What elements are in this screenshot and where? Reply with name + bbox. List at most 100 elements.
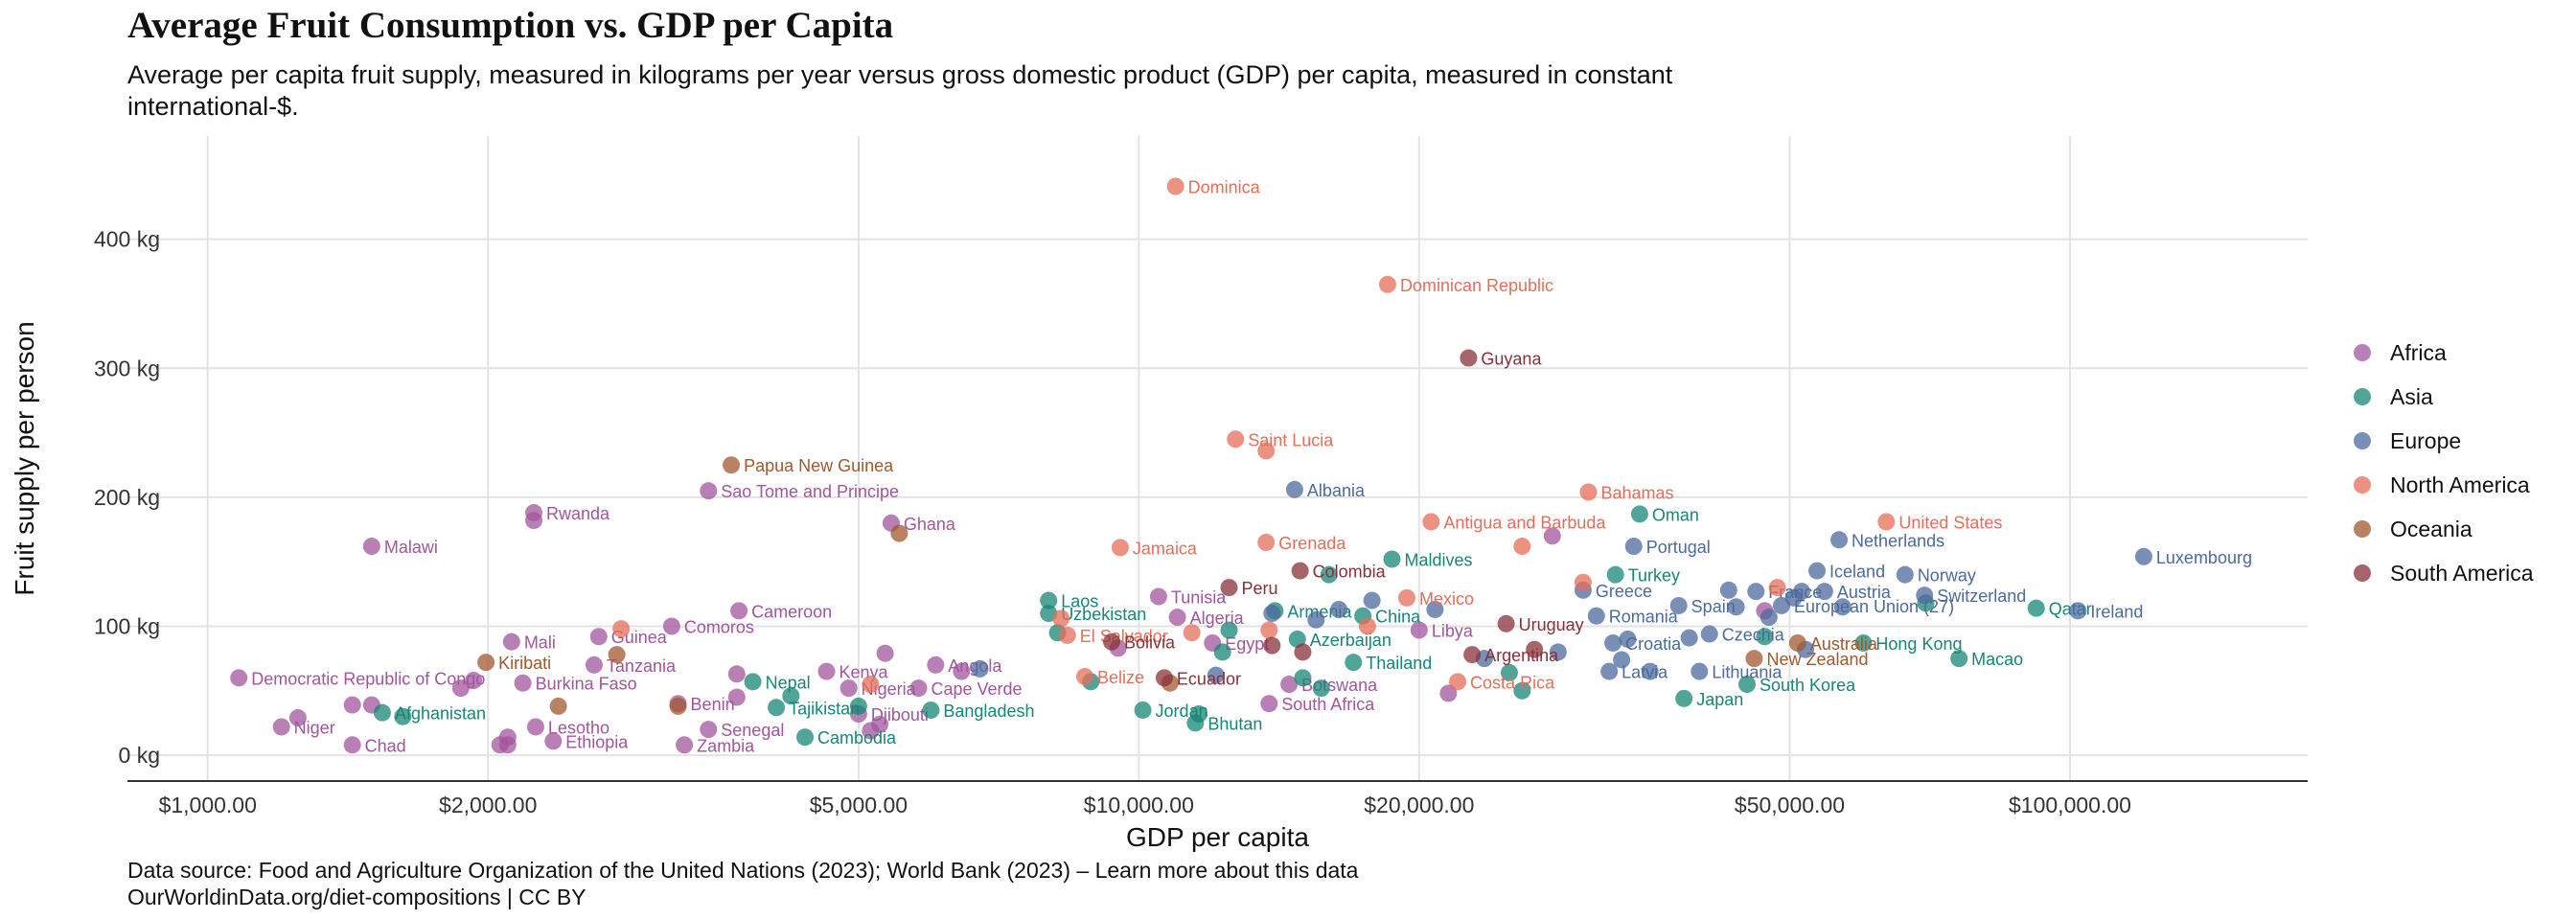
data-point xyxy=(1624,538,1643,556)
legend: Africa Asia Europe North America Oceania Sout… xyxy=(2354,331,2534,595)
point-label: Bolivia xyxy=(1124,633,1176,653)
point-label: Kenya xyxy=(840,663,889,682)
legend-item[interactable]: South America xyxy=(2354,551,2534,595)
point-label: Bangladesh xyxy=(943,702,1034,721)
data-point xyxy=(817,662,836,680)
data-point xyxy=(343,696,361,714)
legend-label: Asia xyxy=(2390,383,2433,409)
data-point xyxy=(1439,684,1458,702)
source-line[interactable]: Data source: Food and Agriculture Organi… xyxy=(127,858,1359,883)
data-point xyxy=(1383,550,1401,568)
data-point xyxy=(502,632,520,651)
x-tick-label: $20,000.00 xyxy=(1364,793,1474,817)
data-point xyxy=(1183,624,1201,642)
point-label: Ghana xyxy=(904,515,956,534)
point-label: Botswana xyxy=(1301,676,1378,695)
x-tick-label: $10,000.00 xyxy=(1084,793,1194,817)
x-tick-label: $5,000.00 xyxy=(810,793,908,817)
license-line[interactable]: OurWorldinData.org/diet-compositions | C… xyxy=(127,885,586,909)
data-point xyxy=(782,687,800,705)
data-point xyxy=(1680,629,1698,647)
data-point xyxy=(1669,596,1688,614)
point-label: Switzerland xyxy=(1937,586,2026,606)
legend-marker xyxy=(2354,388,2371,405)
data-point xyxy=(589,628,608,646)
x-tick-label: $1,000.00 xyxy=(159,793,257,817)
point-label: Croatia xyxy=(1625,634,1682,654)
data-point xyxy=(343,736,361,754)
data-point xyxy=(1263,605,1281,623)
data-point xyxy=(394,707,412,725)
data-point xyxy=(1358,617,1376,635)
point-label: Maldives xyxy=(1404,550,1472,569)
legend-item[interactable]: Africa xyxy=(2354,331,2534,375)
data-point xyxy=(1463,646,1482,664)
y-tick-label: 0 kg xyxy=(119,743,160,768)
data-point xyxy=(1727,598,1745,616)
data-point xyxy=(1263,636,1281,655)
point-label: Guyana xyxy=(1481,350,1542,369)
data-point xyxy=(953,662,971,680)
legend-item[interactable]: Europe xyxy=(2354,419,2534,463)
data-point xyxy=(909,679,928,698)
point-label: China xyxy=(1375,608,1421,627)
data-point xyxy=(585,656,603,674)
data-point xyxy=(1312,679,1330,698)
point-label: Lesotho xyxy=(548,718,610,737)
data-point xyxy=(1460,349,1478,367)
data-point xyxy=(1896,565,1914,584)
data-point xyxy=(1166,177,1184,196)
data-point xyxy=(1950,650,1968,668)
point-label: Luxembourg xyxy=(2156,548,2252,567)
point-label: Uruguay xyxy=(1519,615,1584,634)
point-label: Ethiopia xyxy=(565,732,629,751)
legend-item[interactable]: Oceania xyxy=(2354,507,2534,551)
data-point xyxy=(1220,579,1238,597)
data-point xyxy=(1760,609,1778,627)
data-point xyxy=(1260,695,1278,713)
x-tick-label: $100,000.00 xyxy=(2009,793,2131,817)
point-label: Turkey xyxy=(1628,566,1680,586)
data-point xyxy=(1257,533,1276,551)
point-label: Thailand xyxy=(1366,654,1432,673)
legend-item[interactable]: North America xyxy=(2354,463,2534,507)
point-label: European Union (27) xyxy=(1794,597,1954,616)
x-tick-label: $2,000.00 xyxy=(439,793,537,817)
data-point xyxy=(1700,625,1718,643)
point-label: Cambodia xyxy=(817,728,897,748)
data-point xyxy=(1641,662,1659,680)
point-label: South Korea xyxy=(1760,676,1856,695)
point-label: Mexico xyxy=(1419,589,1474,609)
point-label: Spain xyxy=(1691,597,1736,616)
data-point xyxy=(1719,581,1737,599)
data-point xyxy=(1330,600,1348,618)
point-label: Japan xyxy=(1696,690,1743,709)
legend-marker xyxy=(2354,432,2371,449)
data-point xyxy=(612,620,631,638)
data-point xyxy=(1916,586,1934,605)
data-point xyxy=(1675,689,1693,707)
data-point xyxy=(1808,562,1827,580)
point-label: Oman xyxy=(1652,505,1699,524)
data-point xyxy=(362,538,380,556)
point-label: Albania xyxy=(1307,481,1366,500)
data-point xyxy=(1294,669,1312,687)
point-label: Iceland xyxy=(1829,563,1885,582)
point-label: Australia xyxy=(1810,634,1878,654)
data-point xyxy=(796,728,815,747)
point-label: New Zealand xyxy=(1766,650,1868,669)
legend-marker xyxy=(2354,344,2371,361)
data-point xyxy=(1155,669,1173,687)
data-point xyxy=(1307,610,1325,629)
data-point xyxy=(526,718,544,736)
data-point xyxy=(849,697,867,715)
point-label: Sao Tome and Principe xyxy=(721,482,899,501)
data-point xyxy=(1213,643,1231,661)
legend-label: Oceania xyxy=(2390,516,2472,541)
point-label: Belize xyxy=(1097,668,1144,687)
data-point xyxy=(669,697,687,715)
point-label: United States xyxy=(1898,513,2002,532)
data-point xyxy=(1345,654,1363,672)
legend-item[interactable]: Asia xyxy=(2354,375,2534,419)
data-point xyxy=(549,697,567,715)
